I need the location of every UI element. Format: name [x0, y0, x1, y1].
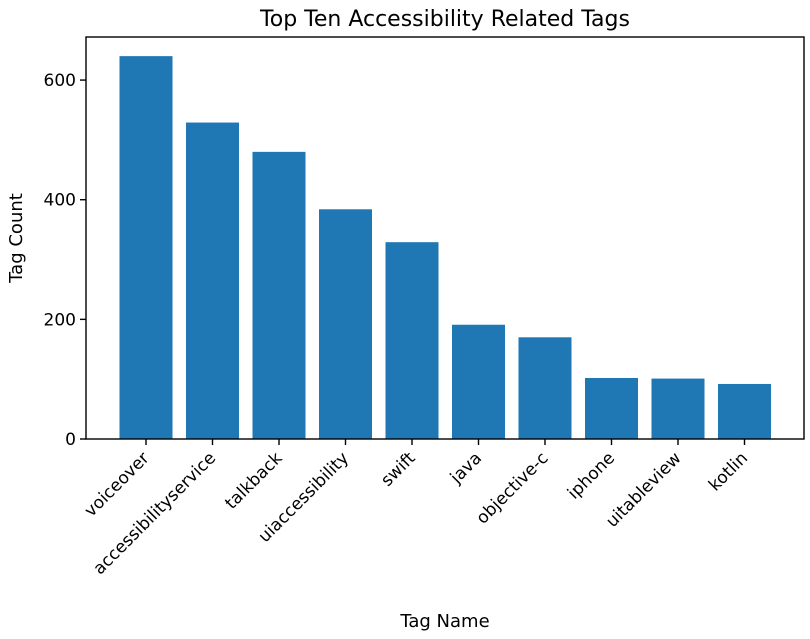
bar-voiceover: [119, 56, 173, 440]
bar-iphone: [585, 377, 638, 439]
bar-talkback: [252, 151, 306, 439]
bar-swift: [385, 242, 439, 439]
y-tick-label: 600: [44, 71, 76, 91]
x-tick-label: objective-c: [473, 448, 553, 528]
y-tick-label: 0: [65, 430, 76, 450]
bar-kotlin: [718, 383, 771, 439]
x-tick-label: talkback: [221, 448, 286, 513]
x-tick-label: kotlin: [705, 448, 752, 495]
x-tick-label: iphone: [564, 448, 619, 503]
y-axis-label: Tag Count: [6, 193, 27, 284]
plot-frame: [85, 36, 805, 440]
x-axis-label: Tag Name: [399, 611, 489, 632]
bar-java: [452, 324, 505, 439]
bar-accessibilityservice: [186, 122, 239, 439]
x-tick-label: swift: [377, 448, 420, 491]
x-tick-label: java: [446, 448, 486, 488]
x-tick-label: voiceover: [81, 448, 154, 521]
x-tick-label: accessibilityservice: [90, 448, 221, 579]
bar-objective-c: [518, 337, 572, 439]
chart-title: Top Ten Accessibility Related Tags: [259, 7, 630, 32]
y-tick-label: 200: [44, 310, 76, 330]
bar-uitableview: [651, 378, 705, 439]
bars-group: [119, 56, 771, 440]
bar-uiaccessibility: [319, 209, 372, 439]
y-ticks-group: 0 200 400 600: [44, 71, 86, 450]
y-tick-label: 400: [44, 191, 76, 211]
